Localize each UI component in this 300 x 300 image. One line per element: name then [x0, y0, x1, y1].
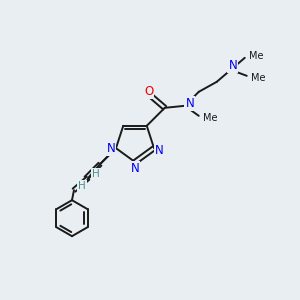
- Text: Me: Me: [203, 113, 217, 123]
- Text: N: N: [154, 144, 164, 157]
- Text: Me: Me: [249, 51, 263, 61]
- Text: N: N: [228, 59, 237, 72]
- Text: N: N: [106, 142, 116, 155]
- Text: Me: Me: [251, 73, 265, 83]
- Text: H: H: [92, 169, 100, 179]
- Text: N: N: [185, 97, 194, 110]
- Text: O: O: [144, 85, 153, 98]
- Text: H: H: [78, 181, 86, 191]
- Text: N: N: [130, 161, 140, 175]
